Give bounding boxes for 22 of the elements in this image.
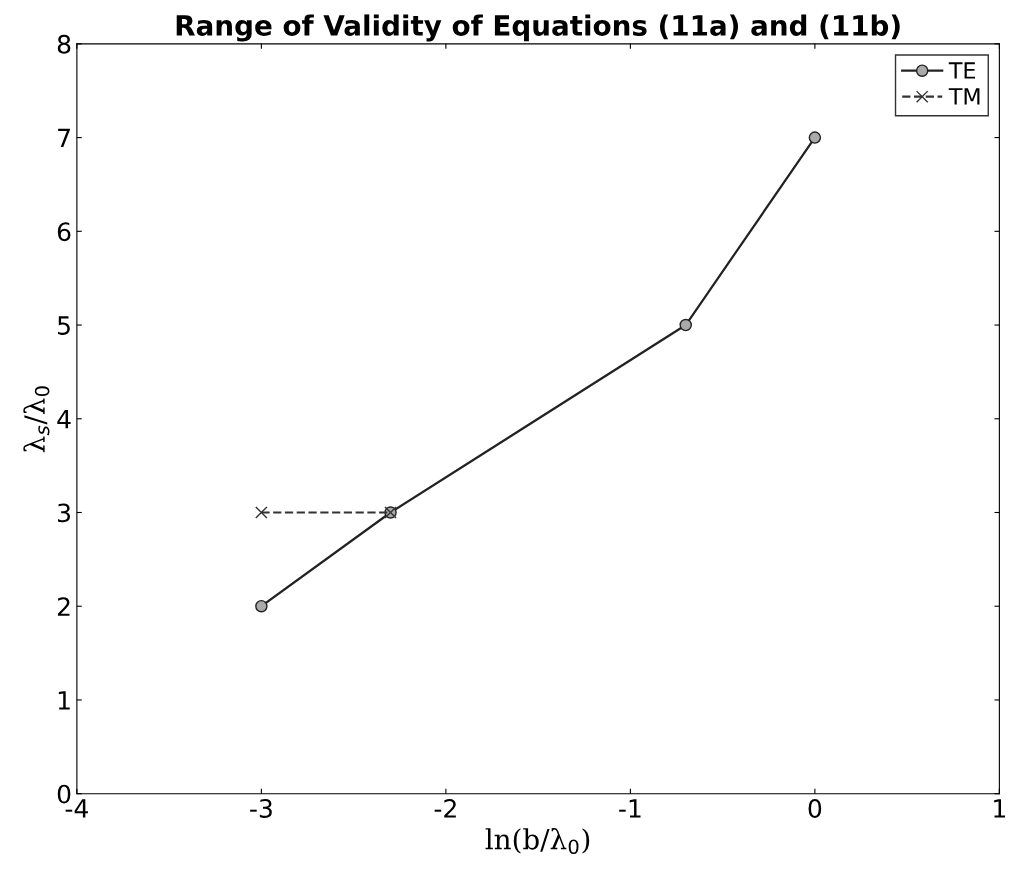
x-tick-label: -2	[434, 798, 456, 818]
y-tick-label: 1	[58, 691, 70, 710]
x-tick-label: -3	[250, 798, 272, 818]
x-tick-label: 0	[808, 798, 822, 818]
y-tick-label: 8	[57, 34, 71, 54]
y-tick-label: 6	[57, 222, 71, 242]
y-tick-label: 5	[58, 316, 70, 335]
y-axis-title: λ$_{s}$/λ$_{0}$	[23, 386, 50, 453]
y-tick-label: 2	[57, 597, 70, 616]
point	[255, 599, 268, 613]
x-axis-title: ln(b/λ$_{0}$)	[485, 828, 590, 855]
chart-title: Range of Validity of Equations (11a) and (11b)	[176, 14, 900, 42]
point	[808, 131, 822, 144]
x-tick-label: 1	[994, 799, 1006, 818]
y-tick-label: 3	[58, 503, 71, 523]
legend-label: TM	[948, 88, 980, 105]
point	[255, 506, 268, 519]
y-tick-label: 7	[58, 128, 70, 148]
legend-label: TE	[948, 62, 976, 79]
y-tick-label: 4	[57, 410, 71, 429]
x-tick-label: -1	[619, 799, 641, 818]
point	[679, 318, 692, 332]
